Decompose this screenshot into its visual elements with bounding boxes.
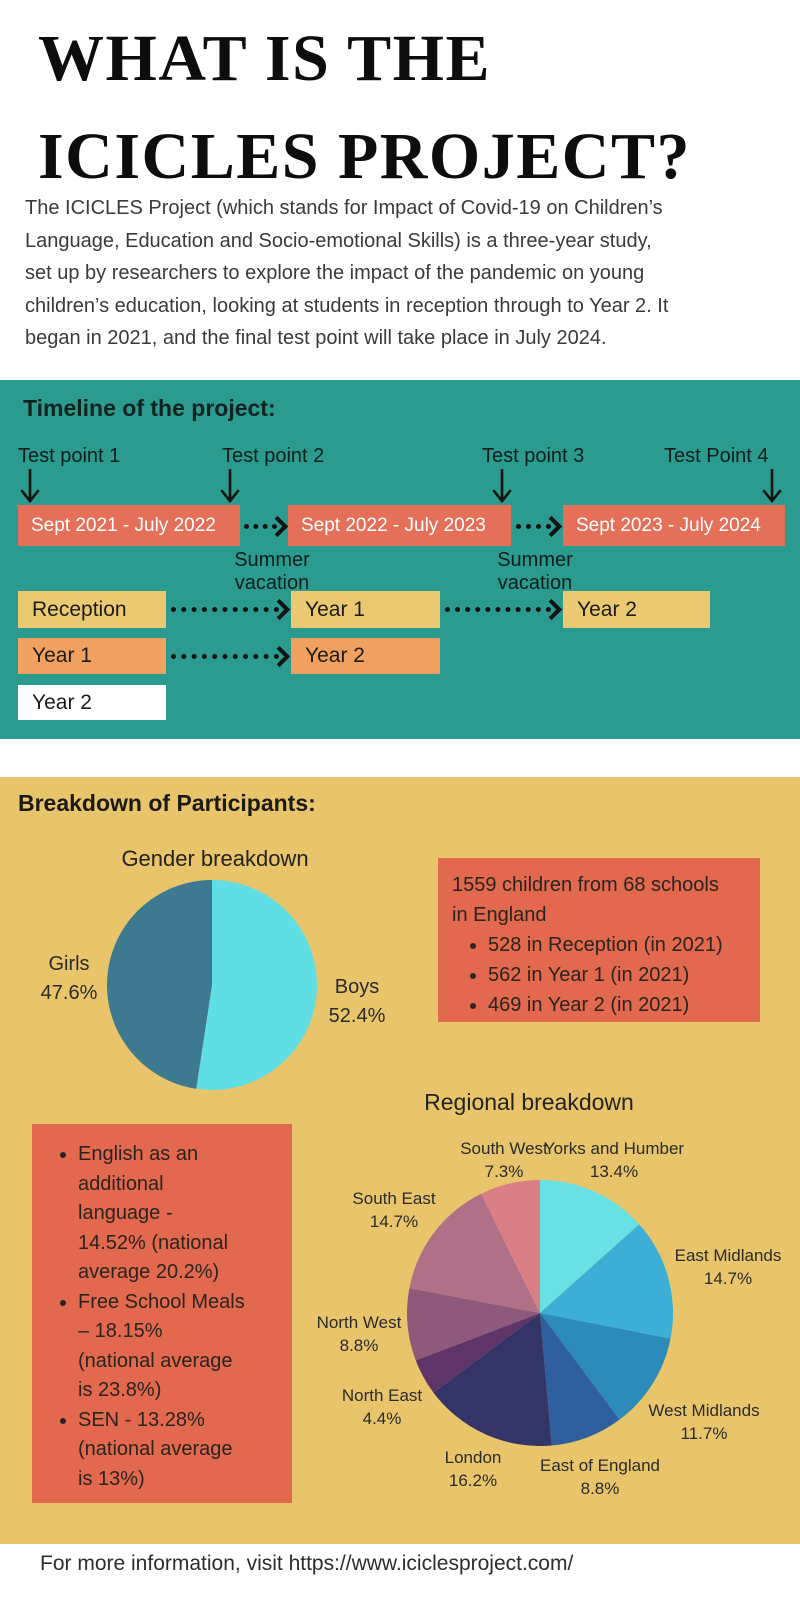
pie-slice-north-east (415, 1313, 540, 1393)
list-item: English as an additional language - 14.5… (78, 1140, 284, 1288)
cohort-box-reception: Reception (18, 591, 166, 628)
dotted-arrow (244, 515, 289, 538)
timeline-section (0, 380, 800, 739)
main-title-line1: WHAT IS THE (38, 22, 492, 95)
regional-chart-title: Regional breakdown (424, 1089, 634, 1115)
period-box-2023-2024: Sept 2023 - July 2024 (563, 505, 785, 546)
cohort-box-year2-c: Year 2 (18, 685, 166, 720)
totals-bullet-list: 528 in Reception (in 2021) 562 in Year 1… (452, 930, 750, 1020)
down-arrow-icon (220, 469, 240, 504)
pie-slice-east-midlands (540, 1224, 673, 1339)
down-arrow-icon (762, 469, 782, 504)
summer-vacation-label-1: Summer vacation (234, 549, 310, 594)
region-label-south-west: South West 7.3% (460, 1139, 548, 1181)
list-item: SEN - 13.28% (national average is 13%) (78, 1406, 284, 1495)
main-title: WHAT IS THE ICICLES PROJECT? (38, 10, 691, 206)
pie-slice-girls (107, 880, 212, 1089)
region-label-london: London 16.2% (444, 1448, 502, 1490)
test-point-3-label: Test point 3 (482, 445, 585, 467)
down-arrow-icon (492, 469, 512, 504)
totals-info-box: 1559 children from 68 schools in England… (438, 858, 760, 1022)
intro-paragraph: The ICICLES Project (which stands for Im… (25, 197, 669, 349)
dotted-arrow (516, 515, 563, 538)
period-box-2021-2022: Sept 2021 - July 2022 (18, 505, 240, 546)
region-label-north-east: North East 4.4% (341, 1386, 423, 1428)
list-item: Free School Meals – 18.15% (national ave… (78, 1288, 284, 1406)
pie-slice-south-east (409, 1193, 540, 1313)
list-item: 528 in Reception (in 2021) (488, 930, 750, 960)
cohort-box-year1-b: Year 1 (18, 638, 166, 674)
region-label-east-of-england: East of England 8.8% (539, 1456, 661, 1498)
region-label-north-west: North West 8.8% (316, 1313, 402, 1355)
region-label-yorks-and-humber: Yorks and Humber 13.4% (543, 1139, 685, 1181)
pie-slice-yorks-and-humber (540, 1180, 640, 1313)
down-arrow-icon (20, 469, 40, 504)
pie-slice-london (433, 1313, 552, 1446)
girls-slice-label: Girls 47.6% (40, 953, 98, 1004)
gender-chart-title: Gender breakdown (121, 846, 309, 871)
region-label-east-midlands: East Midlands 14.7% (674, 1246, 782, 1288)
stats-info-box: English as an additional language - 14.5… (32, 1124, 292, 1503)
dotted-arrow (171, 645, 291, 668)
summer-vacation-label-2: Summer vacation (497, 549, 573, 594)
cohort-box-year2-b: Year 2 (291, 638, 440, 674)
boys-slice-label: Boys 52.4% (328, 976, 386, 1027)
pie-slice-north-west (407, 1288, 540, 1361)
stats-bullet-list: English as an additional language - 14.5… (52, 1140, 284, 1494)
dotted-arrow (171, 598, 291, 621)
pie-slice-south-west (481, 1180, 540, 1313)
period-box-2022-2023: Sept 2022 - July 2023 (288, 505, 511, 546)
totals-heading: 1559 children from 68 schools in England (452, 874, 719, 926)
timeline-heading: Timeline of the project: (23, 395, 276, 421)
pie-slice-west-midlands (540, 1313, 671, 1420)
cohort-box-year1-a: Year 1 (291, 591, 440, 628)
cohort-box-year2-a: Year 2 (563, 591, 710, 628)
participants-heading: Breakdown of Participants: (18, 790, 316, 816)
footer-text: For more information, visit https://www.… (40, 1552, 574, 1575)
pie-slice-boys (196, 880, 317, 1090)
list-item: 469 in Year 2 (in 2021) (488, 990, 750, 1020)
region-label-south-east: South East 14.7% (352, 1189, 436, 1231)
gender-pie-chart (107, 880, 317, 1090)
test-point-4-label: Test Point 4 (664, 445, 769, 467)
test-point-2-label: Test point 2 (222, 445, 325, 467)
main-title-line2: ICICLES PROJECT? (38, 120, 691, 193)
region-label-west-midlands: West Midlands 11.7% (648, 1401, 760, 1443)
list-item: 562 in Year 1 (in 2021) (488, 960, 750, 990)
pie-slice-east-of-england (540, 1313, 620, 1446)
regional-pie-chart (407, 1180, 673, 1446)
dotted-arrow (445, 598, 563, 621)
test-point-1-label: Test point 1 (18, 445, 121, 467)
